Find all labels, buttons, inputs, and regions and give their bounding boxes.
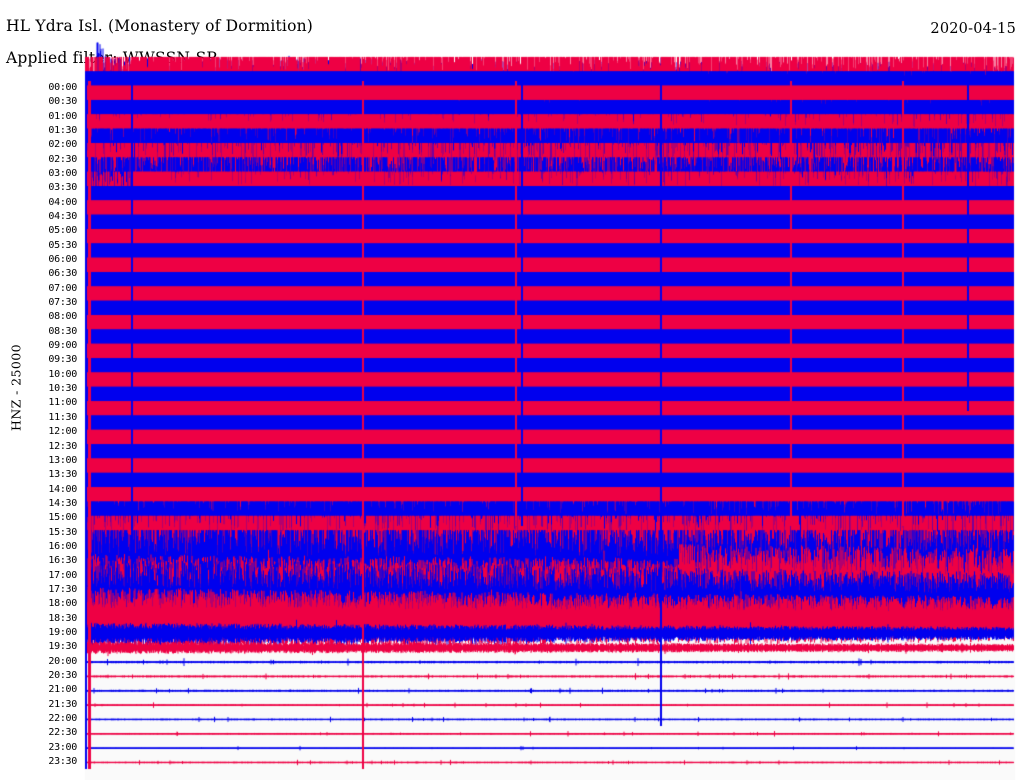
helicorder-app: HL Ydra Isl. (Monastery of Dormition) Ap… <box>0 0 1024 780</box>
helicorder-plot <box>0 0 1024 780</box>
